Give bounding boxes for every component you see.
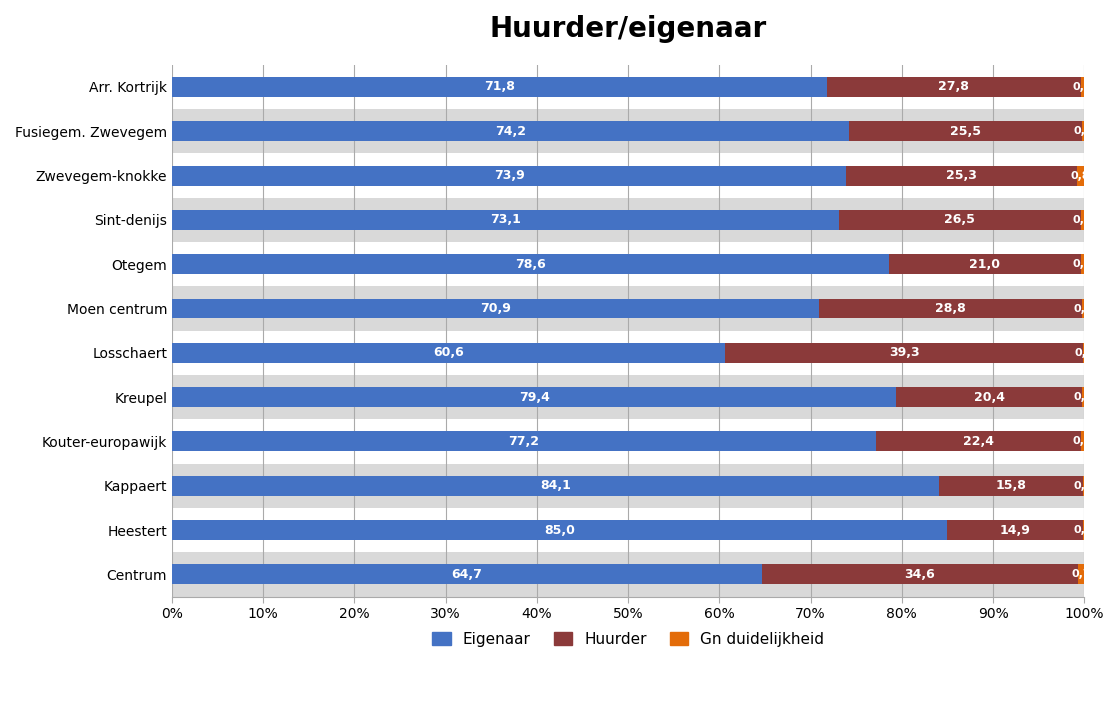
Text: 0,4: 0,4 (1072, 259, 1092, 269)
Text: 78,6: 78,6 (515, 257, 546, 270)
Bar (172, 166, 846, 185)
Text: 70,9: 70,9 (480, 302, 510, 315)
Bar (939, 476, 1083, 496)
Text: 27,8: 27,8 (939, 81, 969, 94)
Bar (172, 286, 1084, 331)
Bar (1076, 166, 1084, 185)
Bar (172, 387, 896, 407)
Text: 0,8: 0,8 (1071, 171, 1090, 180)
Bar (849, 121, 1081, 141)
Bar (896, 387, 1082, 407)
Text: 71,8: 71,8 (485, 81, 515, 94)
Text: 0,4: 0,4 (1072, 82, 1092, 92)
Text: 28,8: 28,8 (934, 302, 966, 315)
Text: 39,3: 39,3 (888, 346, 920, 359)
Text: 60,6: 60,6 (433, 346, 463, 359)
Text: 0,2: 0,2 (1073, 392, 1093, 402)
Bar (888, 255, 1081, 274)
Bar (172, 464, 1084, 508)
Legend: Eigenaar, Huurder, Gn duidelijkheid: Eigenaar, Huurder, Gn duidelijkheid (426, 625, 830, 653)
Bar (819, 298, 1081, 319)
Text: 79,4: 79,4 (519, 391, 549, 404)
Bar (1081, 431, 1084, 451)
Text: 0,4: 0,4 (1072, 215, 1092, 225)
Bar (876, 431, 1081, 451)
Bar (172, 476, 939, 496)
Bar (172, 77, 827, 97)
Text: 26,5: 26,5 (944, 213, 975, 226)
Text: 25,3: 25,3 (946, 169, 977, 182)
Text: 85,0: 85,0 (544, 523, 575, 536)
Bar (1083, 343, 1085, 363)
Text: 77,2: 77,2 (509, 435, 539, 448)
Bar (839, 210, 1081, 230)
Text: 0,1: 0,1 (1074, 525, 1093, 535)
Text: 84,1: 84,1 (540, 479, 571, 492)
Bar (172, 198, 1084, 242)
Text: 20,4: 20,4 (974, 391, 1005, 404)
Bar (172, 520, 948, 540)
Text: 15,8: 15,8 (996, 479, 1027, 492)
Bar (1082, 387, 1084, 407)
Bar (172, 375, 1084, 420)
Text: 0,4: 0,4 (1072, 436, 1092, 446)
Bar (1081, 255, 1084, 274)
Bar (948, 520, 1083, 540)
Bar (827, 77, 1081, 97)
Text: 21,0: 21,0 (969, 257, 1000, 270)
Bar (762, 565, 1078, 584)
Text: 22,4: 22,4 (963, 435, 994, 448)
Text: 34,6: 34,6 (904, 568, 935, 581)
Text: 0,2: 0,2 (1074, 348, 1094, 358)
Text: 25,5: 25,5 (950, 125, 980, 138)
Text: 0,4: 0,4 (1073, 126, 1093, 136)
Bar (725, 343, 1083, 363)
Text: 74,2: 74,2 (495, 125, 526, 138)
Bar (1081, 298, 1084, 319)
Text: 0,7: 0,7 (1071, 570, 1091, 580)
Bar (1081, 210, 1084, 230)
Title: Huurder/eigenaar: Huurder/eigenaar (489, 15, 767, 43)
Text: 14,9: 14,9 (1000, 523, 1031, 536)
Bar (1081, 121, 1085, 141)
Bar (172, 298, 819, 319)
Bar (1081, 77, 1084, 97)
Text: 0,1: 0,1 (1074, 481, 1093, 491)
Text: 73,1: 73,1 (490, 213, 520, 226)
Text: 0,3: 0,3 (1073, 304, 1092, 314)
Bar (172, 343, 725, 363)
Bar (1078, 565, 1084, 584)
Text: 73,9: 73,9 (493, 169, 525, 182)
Bar (172, 255, 888, 274)
Bar (172, 210, 839, 230)
Bar (172, 121, 849, 141)
Bar (172, 552, 1084, 596)
Bar (172, 565, 762, 584)
Bar (172, 431, 876, 451)
Bar (172, 109, 1084, 154)
Text: 64,7: 64,7 (452, 568, 482, 581)
Bar (846, 166, 1076, 185)
